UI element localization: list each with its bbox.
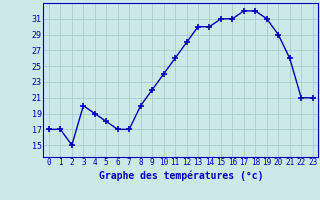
X-axis label: Graphe des températures (°c): Graphe des températures (°c)	[99, 170, 263, 181]
